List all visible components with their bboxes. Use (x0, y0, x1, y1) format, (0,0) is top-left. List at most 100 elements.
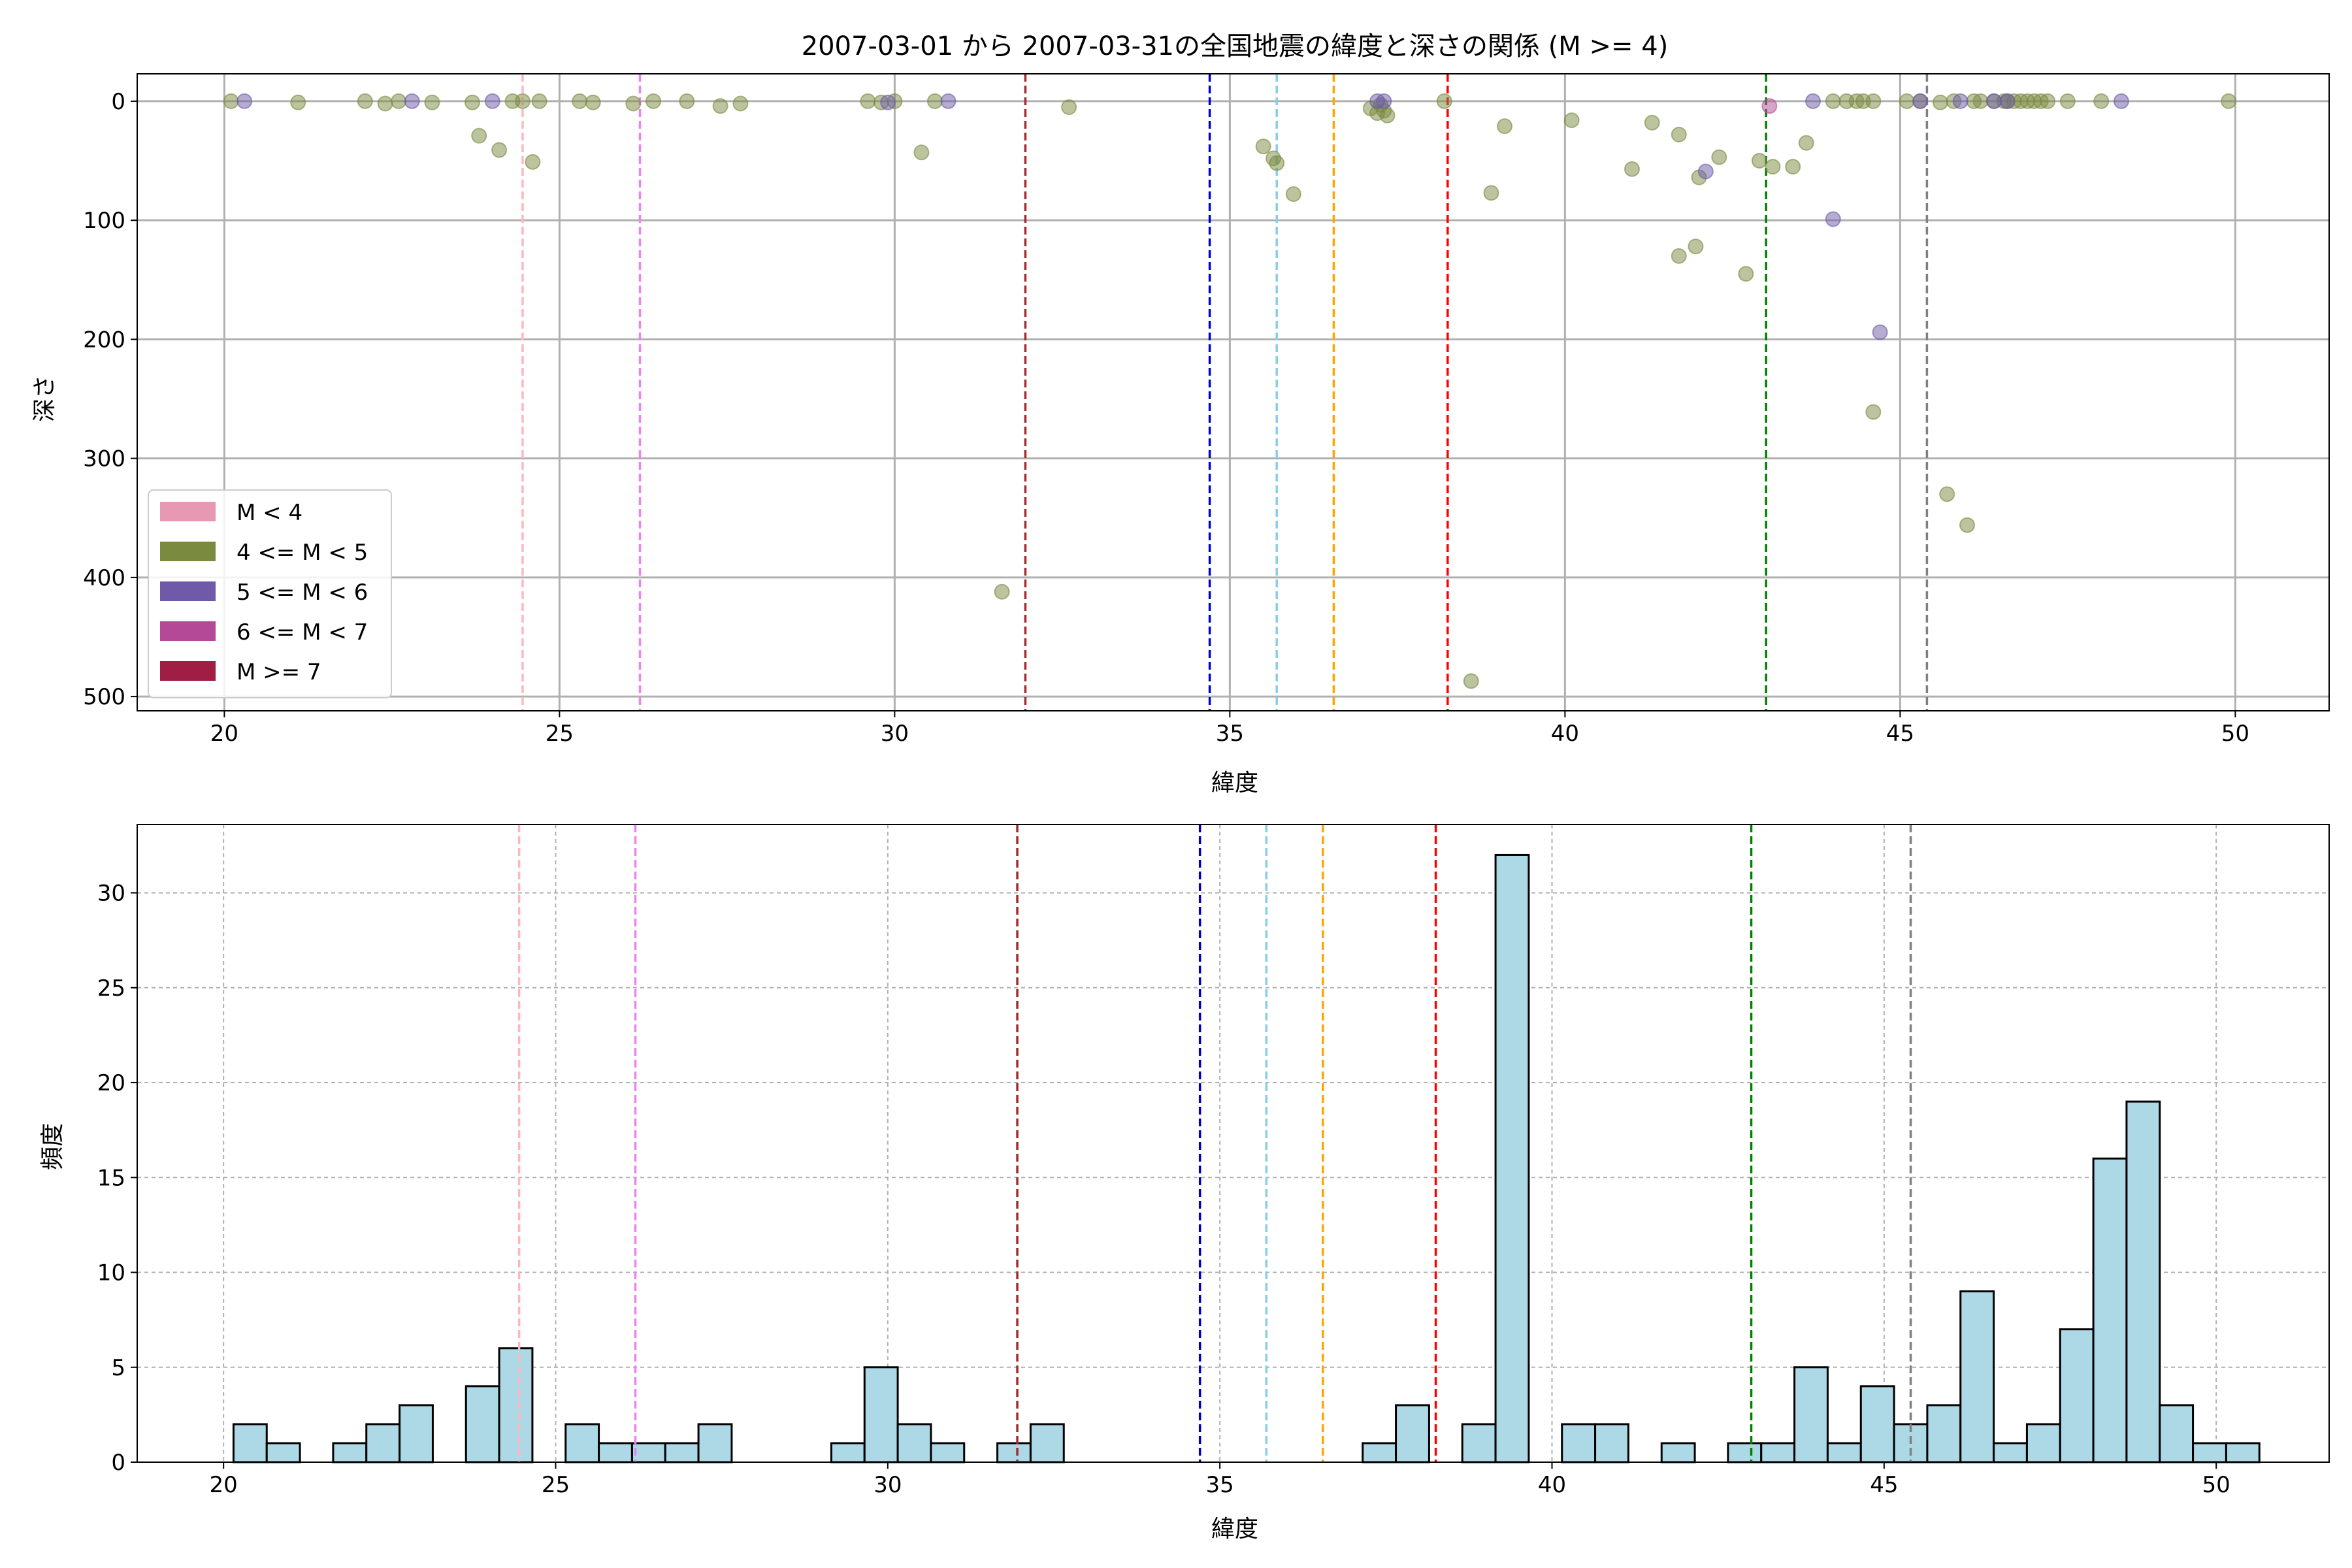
scatter-point (1671, 126, 1687, 142)
histogram-bar (2192, 1442, 2227, 1463)
legend-label: M < 4 (237, 500, 302, 526)
histogram-bar (1926, 1404, 1962, 1463)
scatter-point (572, 93, 588, 109)
scatter-x-tick-label: 20 (210, 721, 238, 747)
legend-label: 6 <= M < 7 (237, 619, 368, 645)
legend-label: 5 <= M < 6 (237, 580, 368, 606)
histogram-bar (498, 1347, 534, 1463)
histogram-bar (1461, 1423, 1497, 1463)
histogram-bar (2092, 1157, 2128, 1463)
histogram-bars (232, 853, 2261, 1463)
histogram-bar (1993, 1442, 2028, 1463)
scatter-point (377, 95, 393, 112)
legend-swatch (160, 621, 216, 641)
histogram-bar (2025, 1423, 2061, 1463)
histogram-panel: 20 25 30 35 40 45 50 0 5 10 15 20 25 30 緯度 頻度 (39, 824, 2330, 1543)
scatter-point (1761, 98, 1778, 114)
scatter-y-tick-label: 200 (83, 327, 125, 353)
scatter-point (1972, 93, 1989, 109)
scatter-point (1912, 93, 1929, 109)
histogram-y-tick-label: 0 (111, 1450, 125, 1476)
histogram-bar (399, 1404, 434, 1463)
scatter-point (1798, 135, 1814, 151)
histogram-bar (232, 1423, 268, 1463)
scatter-x-tick-label: 30 (881, 721, 909, 747)
scatter-point (404, 93, 420, 109)
histogram-bar (930, 1442, 966, 1463)
histogram-x-tick-label: 30 (874, 1472, 902, 1498)
histogram-bar (1029, 1423, 1065, 1463)
histogram-x-tick-label: 45 (1870, 1472, 1898, 1498)
histogram-bar (830, 1442, 866, 1463)
histogram-bar (265, 1442, 301, 1463)
scatter-point (1738, 266, 1754, 282)
scatter-point (1999, 93, 2016, 109)
scatter-point (1688, 238, 1704, 255)
scatter-point (464, 94, 480, 110)
scatter-point (2113, 93, 2129, 109)
histogram-x-ticks: 20 25 30 35 40 45 50 (210, 1462, 2230, 1498)
legend-swatch (160, 581, 216, 601)
scatter-point (1939, 486, 1955, 502)
histogram-bar (630, 1442, 666, 1463)
legend-label: 4 <= M < 5 (237, 540, 368, 566)
scatter-point (1644, 114, 1660, 131)
histogram-bar (996, 1442, 1032, 1463)
scatter-legend: M < 4 4 <= M < 5 5 <= M < 6 6 <= M < 7 M >= … (148, 489, 392, 698)
histogram-bar (365, 1423, 401, 1463)
histogram-bar (697, 1423, 733, 1463)
scatter-point (994, 583, 1010, 600)
scatter-point (237, 93, 253, 109)
histogram-y-tick-label: 5 (111, 1355, 125, 1381)
scatter-point (525, 154, 541, 170)
legend-swatch (160, 661, 216, 681)
scatter-point (484, 93, 500, 109)
histogram-x-tick-label: 20 (210, 1472, 238, 1498)
scatter-point (2059, 93, 2076, 109)
histogram-y-tick-label: 25 (97, 975, 125, 1002)
histogram-x-tick-label: 35 (1206, 1472, 1234, 1498)
scatter-point (860, 93, 876, 109)
histogram-bar (2225, 1442, 2261, 1463)
scatter-x-tick-label: 50 (2221, 721, 2249, 747)
scatter-grid (137, 74, 2329, 711)
histogram-y-ticks: 0 5 10 15 20 25 30 (97, 881, 137, 1476)
histogram-bar (1494, 853, 1530, 1463)
scatter-point (1959, 517, 1975, 533)
scatter-point (2040, 93, 2056, 109)
histogram-y-tick-label: 20 (97, 1070, 125, 1096)
scatter-point (1483, 185, 1499, 201)
scatter-point (1765, 159, 1781, 175)
histogram-x-tick-label: 40 (1538, 1472, 1566, 1498)
scatter-point (1872, 324, 1888, 340)
scatter-y-tick-label: 400 (83, 565, 125, 591)
histogram-x-label: 緯度 (1211, 1516, 1258, 1543)
scatter-point (1932, 94, 1948, 110)
histogram-y-label: 頻度 (39, 1123, 66, 1170)
scatter-point (1697, 163, 1714, 180)
histogram-bar (896, 1423, 932, 1463)
figure-title: 2007-03-01 から 2007-03-31の全国地震の緯度と深さの関係 (… (802, 31, 1669, 61)
histogram-bar (1826, 1442, 1862, 1463)
scatter-y-tick-label: 100 (83, 208, 125, 234)
histogram-bar (664, 1442, 700, 1463)
histogram-bar (2159, 1404, 2195, 1463)
legend-swatch (160, 502, 216, 521)
histogram-bar (1760, 1442, 1796, 1463)
histogram-bar (2125, 1100, 2161, 1463)
scatter-y-ticks: 0 100 200 300 400 500 (83, 89, 137, 710)
scatter-point (1436, 93, 1452, 109)
histogram-bar (1793, 1366, 1829, 1463)
histogram-bar (1594, 1423, 1629, 1463)
scatter-x-tick-label: 25 (546, 721, 574, 747)
histogram-x-tick-label: 25 (542, 1472, 570, 1498)
scatter-point (531, 93, 547, 109)
legend-swatch (160, 542, 216, 561)
scatter-point (1376, 93, 1392, 109)
scatter-point (1899, 93, 1915, 109)
scatter-point (1624, 161, 1640, 177)
scatter-point (1061, 99, 1077, 116)
scatter-point (1865, 93, 1882, 109)
histogram-bar (1959, 1290, 1995, 1463)
histogram-bar (598, 1442, 633, 1463)
